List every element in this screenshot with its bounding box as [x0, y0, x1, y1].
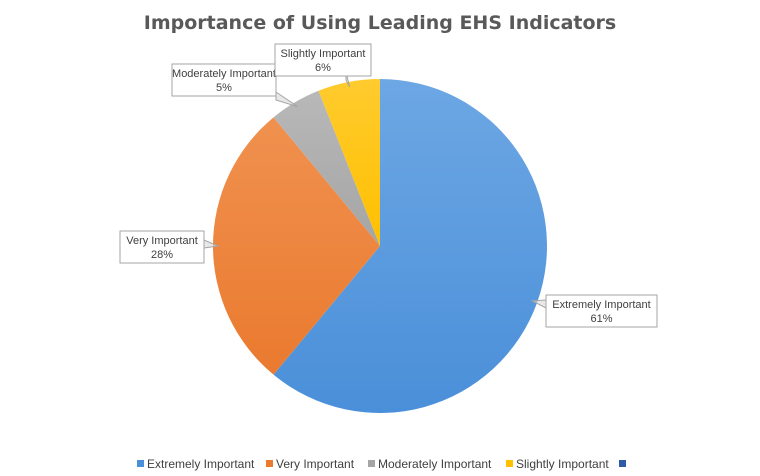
legend-marker: [137, 460, 144, 467]
pie-slice-moderately-important: [273, 90, 380, 246]
callout-box: [171, 63, 277, 97]
callout-box: [274, 43, 372, 77]
legend-label: Extremely Important: [147, 457, 255, 471]
callout-box: [545, 294, 658, 328]
legend-marker: [266, 460, 273, 467]
callout-category-label: Extremely Important: [552, 299, 650, 311]
pie-slice-very-important: [212, 117, 380, 375]
legend-label: Moderately Important: [378, 457, 492, 471]
legend-label: Slightly Important: [516, 457, 609, 471]
pie-slice-extremely-important: [273, 79, 547, 413]
legend-marker: [368, 460, 375, 467]
legend: Extremely Important Very Important Moderat…: [137, 457, 626, 471]
callout-category-label: Moderately Important: [172, 68, 276, 80]
chart-title: Importance of Using Leading EHS Indicato…: [144, 12, 616, 34]
callout-category-label: Slightly Important: [281, 48, 366, 60]
callout-leader-line: [275, 91, 298, 108]
pie-slice-slightly-important: [318, 79, 380, 246]
callout-percent-label: 28%: [151, 249, 173, 261]
callout-category-label: Very Important: [126, 235, 198, 247]
callout-percent-label: 61%: [590, 313, 612, 325]
legend-marker: [506, 460, 513, 467]
callout-box: [119, 230, 205, 264]
pie-slices: [212, 79, 547, 413]
callout-percent-label: 5%: [216, 82, 232, 94]
legend-label: Very Important: [276, 457, 355, 471]
callout-percent-label: 6%: [315, 62, 331, 74]
data-label-callouts: Extremely Important 61% Very Important 28% M…: [119, 43, 658, 328]
legend-marker: [619, 460, 626, 467]
